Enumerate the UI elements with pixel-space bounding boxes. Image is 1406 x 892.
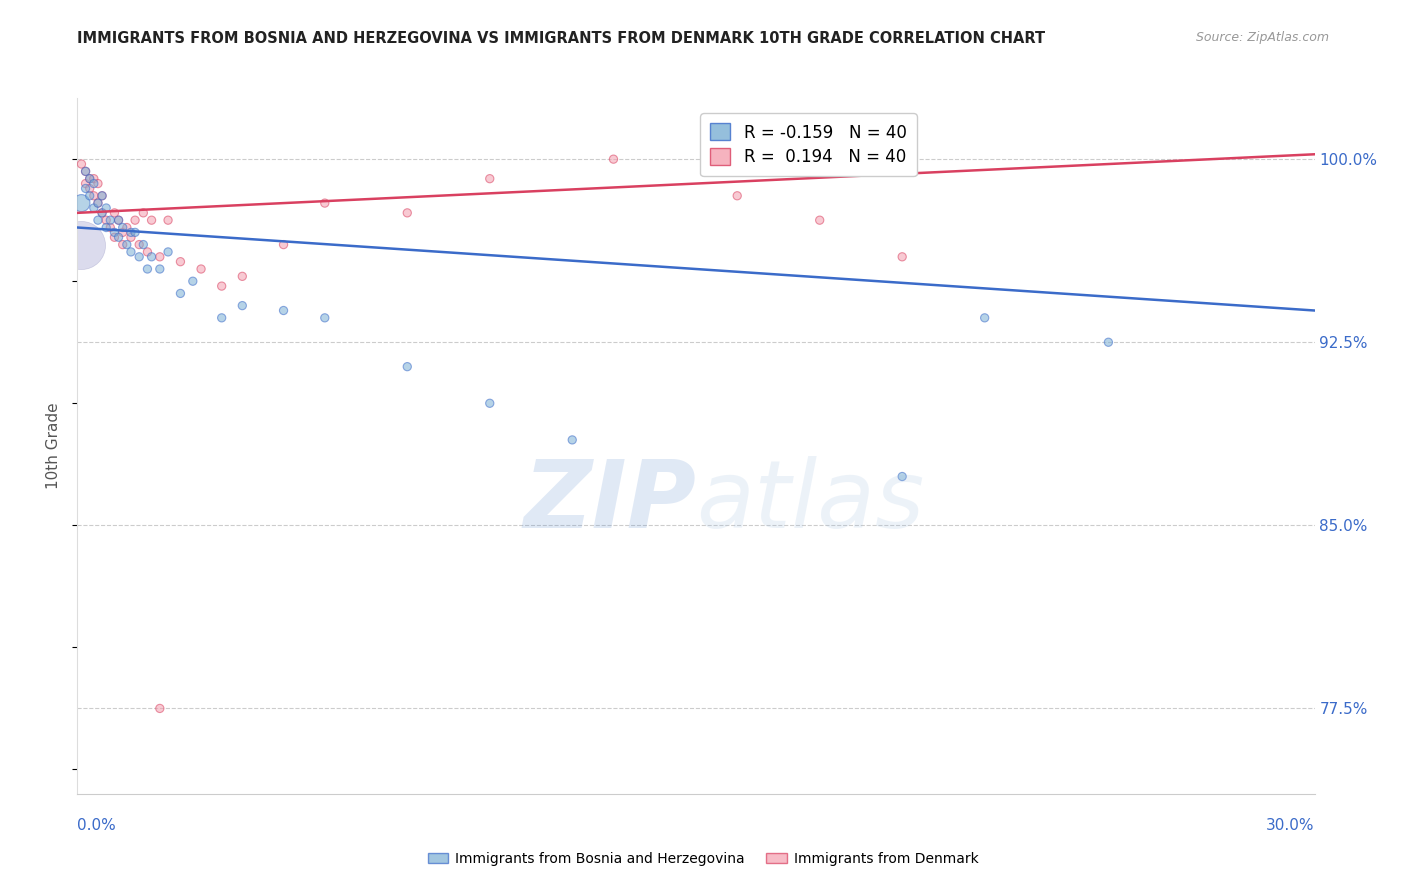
Point [75, 164, 97, 178]
Point [79, 171, 101, 186]
Point [128, 237, 150, 252]
Point [75, 181, 97, 195]
Point [87, 196, 110, 211]
Text: atlas: atlas [696, 456, 924, 547]
Point [87, 177, 110, 191]
Point [124, 213, 146, 227]
Point [157, 244, 180, 259]
Y-axis label: 10th Grade: 10th Grade [46, 402, 62, 490]
Point [75, 164, 97, 178]
Point [115, 237, 138, 252]
Point [891, 250, 914, 264]
Point [725, 188, 748, 202]
Text: Source: ZipAtlas.com: Source: ZipAtlas.com [1195, 31, 1329, 45]
Point [79, 171, 101, 186]
Point [79, 188, 101, 202]
Point [231, 299, 253, 313]
Point [107, 213, 129, 227]
Point [396, 359, 419, 374]
Point [602, 152, 624, 166]
Point [149, 262, 172, 277]
Point [136, 244, 159, 259]
Point [83, 177, 105, 191]
Point [120, 244, 142, 259]
Point [190, 262, 212, 277]
Point [211, 279, 233, 293]
Point [273, 237, 295, 252]
Point [98, 220, 121, 235]
Legend: Immigrants from Bosnia and Herzegovina, Immigrants from Denmark: Immigrants from Bosnia and Herzegovina, … [422, 847, 984, 871]
Point [211, 310, 233, 325]
Point [157, 213, 180, 227]
Point [124, 226, 146, 240]
Point [70, 157, 93, 171]
Point [70, 196, 93, 211]
Point [561, 433, 583, 447]
Point [96, 220, 118, 235]
Point [169, 254, 191, 268]
Point [70, 237, 93, 252]
Point [107, 213, 129, 227]
Point [87, 196, 110, 211]
Point [181, 274, 204, 288]
Point [120, 226, 142, 240]
Point [314, 310, 336, 325]
Point [91, 188, 114, 202]
Point [1097, 335, 1119, 350]
Point [396, 206, 419, 220]
Point [273, 303, 295, 318]
Point [83, 201, 105, 215]
Text: 30.0%: 30.0% [1267, 818, 1315, 832]
Point [169, 286, 191, 301]
Point [96, 201, 118, 215]
Point [132, 237, 155, 252]
Point [973, 310, 995, 325]
Point [314, 196, 336, 211]
Point [103, 226, 125, 240]
Point [111, 237, 134, 252]
Point [91, 188, 114, 202]
Point [91, 206, 114, 220]
Point [91, 206, 114, 220]
Point [83, 171, 105, 186]
Text: 0.0%: 0.0% [77, 818, 117, 832]
Point [478, 171, 501, 186]
Point [107, 230, 129, 244]
Point [115, 220, 138, 235]
Point [478, 396, 501, 410]
Point [231, 269, 253, 284]
Point [149, 250, 172, 264]
Point [98, 213, 121, 227]
Legend: R = -0.159   N = 40, R =  0.194   N = 40: R = -0.159 N = 40, R = 0.194 N = 40 [700, 113, 917, 177]
Point [132, 206, 155, 220]
Point [103, 230, 125, 244]
Point [79, 181, 101, 195]
Point [87, 213, 110, 227]
Point [149, 701, 172, 715]
Point [111, 226, 134, 240]
Point [141, 250, 163, 264]
Point [103, 206, 125, 220]
Point [96, 213, 118, 227]
Text: ZIP: ZIP [523, 456, 696, 548]
Text: IMMIGRANTS FROM BOSNIA AND HERZEGOVINA VS IMMIGRANTS FROM DENMARK 10TH GRADE COR: IMMIGRANTS FROM BOSNIA AND HERZEGOVINA V… [77, 31, 1046, 46]
Point [808, 213, 831, 227]
Point [120, 230, 142, 244]
Point [75, 177, 97, 191]
Point [128, 250, 150, 264]
Point [136, 262, 159, 277]
Point [891, 469, 914, 483]
Point [111, 220, 134, 235]
Point [141, 213, 163, 227]
Point [83, 188, 105, 202]
